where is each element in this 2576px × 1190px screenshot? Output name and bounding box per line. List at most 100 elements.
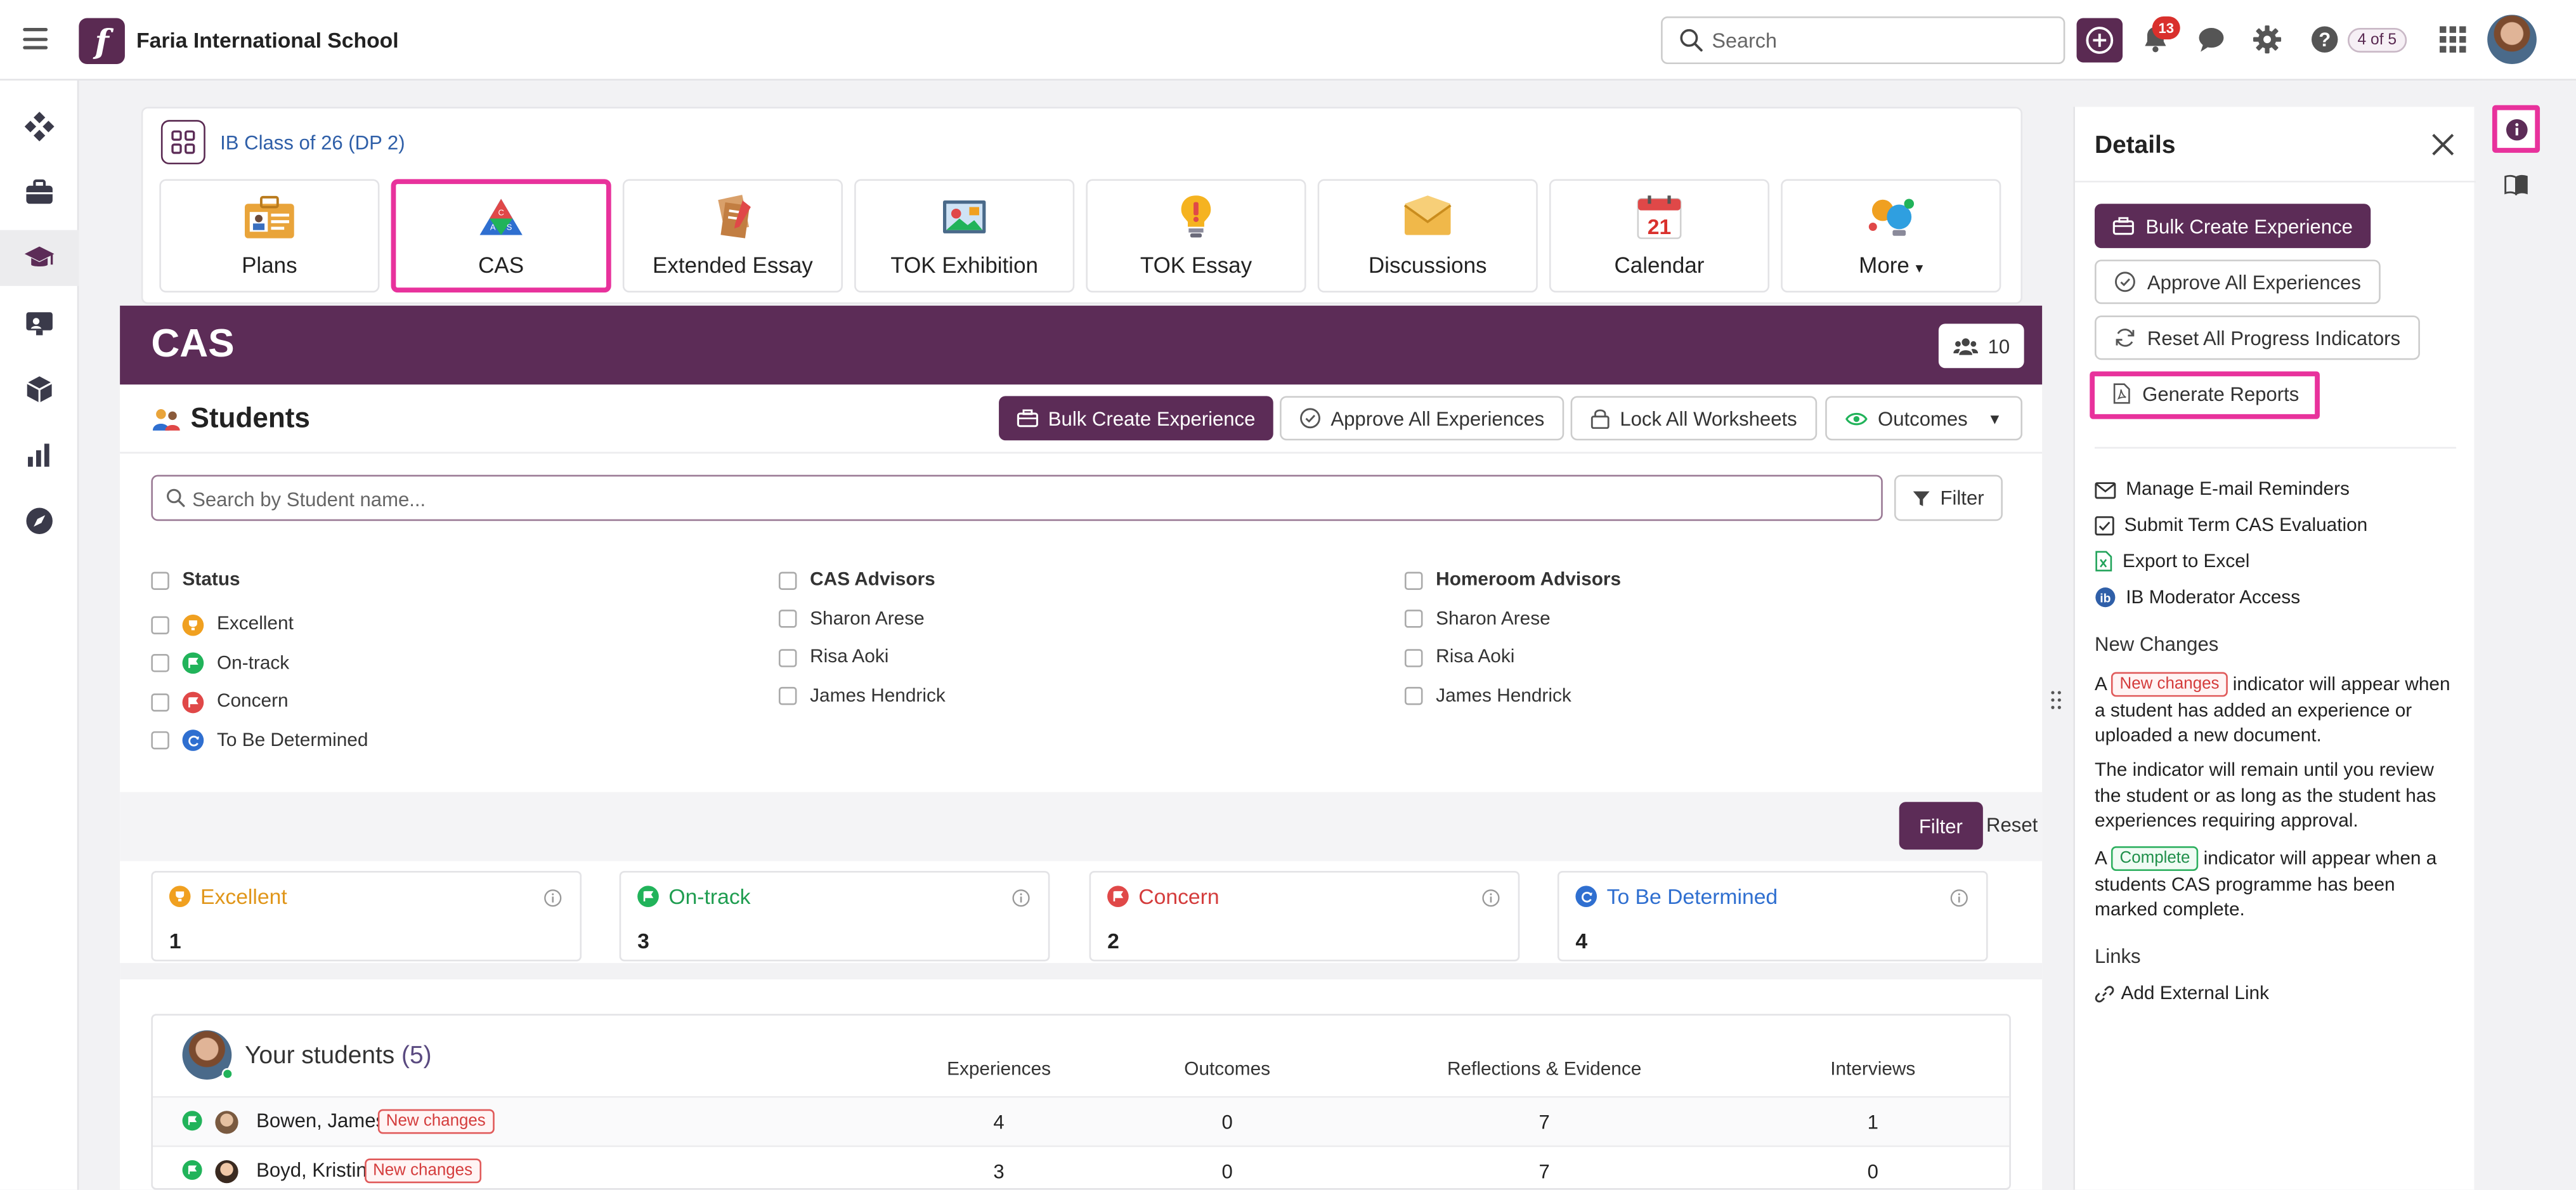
help-icon[interactable]: ? — [2308, 23, 2341, 56]
submit-term-cas-evaluation-link[interactable]: Submit Term CAS Evaluation — [2095, 516, 2367, 536]
filter-option-excellent[interactable]: Excellent — [151, 613, 368, 636]
nav-resources[interactable] — [0, 362, 79, 417]
checkbox[interactable] — [1404, 648, 1423, 667]
filter-option-homeroom[interactable]: Sharon Arese — [1404, 607, 1621, 630]
info-icon[interactable] — [543, 889, 562, 907]
global-search-input[interactable] — [1712, 24, 2041, 58]
checkbox[interactable] — [778, 648, 797, 667]
filter-option-to-be-determined[interactable]: To Be Determined — [151, 729, 368, 752]
chat-bubble-icon[interactable] — [2195, 23, 2228, 56]
details-approve-all-button[interactable]: Approve All Experiences — [2095, 259, 2381, 304]
lock-all-worksheets-button[interactable]: Lock All Worksheets — [1570, 396, 1817, 441]
info-panel-toggle[interactable] — [2492, 105, 2540, 153]
book-panel-toggle[interactable] — [2492, 162, 2540, 207]
info-icon[interactable] — [1482, 889, 1500, 907]
filter-option-on-track[interactable]: On-track — [151, 651, 368, 674]
manage-email-reminders-link[interactable]: Manage E-mail Reminders — [2095, 480, 2350, 500]
lightbulb-icon — [1181, 195, 1211, 238]
extended-essay-icon — [718, 195, 751, 239]
export-to-excel-link[interactable]: Export to Excel — [2095, 551, 2249, 572]
divider — [2095, 447, 2456, 449]
column-header-experiences[interactable]: Experiences — [947, 1059, 1051, 1080]
cas-advisors-filter-header[interactable]: CAS Advisors — [778, 568, 946, 591]
checkbox[interactable] — [1404, 610, 1423, 628]
ib-moderator-access-link[interactable]: ib IB Moderator Access — [2095, 587, 2300, 608]
checkbox[interactable] — [1404, 571, 1423, 589]
tab-discussions[interactable]: Discussions — [1317, 179, 1538, 293]
school-name[interactable]: Faria International School — [136, 28, 399, 53]
class-grid-icon[interactable] — [160, 120, 205, 165]
stat-card-on-track[interactable]: On-track 3 — [619, 871, 1050, 962]
table-row[interactable]: Boyd, Kristin New changes 3 0 7 0 — [152, 1145, 2010, 1188]
filter-option-advisor[interactable]: Risa Aoki — [778, 646, 946, 669]
member-count-button[interactable]: 10 — [1938, 324, 2025, 369]
column-header-interviews[interactable]: Interviews — [1830, 1059, 1916, 1080]
filter-option-homeroom[interactable]: James Hendrick — [1404, 684, 1621, 707]
tab-calendar[interactable]: 21 Calendar — [1549, 179, 1770, 293]
class-name-link[interactable]: IB Class of 26 (DP 2) — [220, 131, 405, 155]
student-name[interactable]: Boyd, Kristin — [256, 1158, 367, 1182]
new-changes-badge: New changes — [365, 1158, 481, 1184]
info-icon[interactable] — [1950, 889, 1968, 907]
column-header-reflections[interactable]: Reflections & Evidence — [1447, 1059, 1642, 1080]
student-name[interactable]: Bowen, James — [256, 1109, 386, 1132]
nav-presentation[interactable] — [0, 296, 79, 351]
bulk-create-experience-button[interactable]: Bulk Create Experience — [999, 396, 1273, 441]
stat-card-to-be-determined[interactable]: To Be Determined 4 — [1557, 871, 1988, 962]
info-icon[interactable] — [1012, 889, 1030, 907]
tab-more[interactable]: More ▾ — [1781, 179, 2001, 293]
apps-grid-icon[interactable] — [2436, 23, 2469, 56]
checkbox[interactable] — [151, 692, 169, 711]
nav-reports[interactable] — [0, 428, 79, 483]
filter-option-concern[interactable]: Concern — [151, 690, 368, 713]
student-search-input[interactable] — [192, 483, 1835, 514]
column-header-outcomes[interactable]: Outcomes — [1184, 1059, 1271, 1080]
apply-filter-button[interactable]: Filter — [1899, 802, 1983, 850]
user-avatar[interactable] — [2487, 15, 2537, 65]
create-button[interactable] — [2076, 18, 2123, 63]
reset-progress-indicators-button[interactable]: Reset All Progress Indicators — [2095, 315, 2421, 360]
tab-extended-essay[interactable]: Extended Essay — [622, 179, 843, 293]
nav-explore[interactable] — [0, 493, 79, 549]
gear-icon[interactable] — [2251, 23, 2284, 56]
table-row[interactable]: Bowen, James New changes 4 0 7 1 — [152, 1095, 2010, 1146]
filter-toggle-button[interactable]: Filter — [1894, 474, 2003, 521]
details-bulk-create-button[interactable]: Bulk Create Experience — [2095, 204, 2371, 249]
panel-resize-handle-icon[interactable] — [2050, 690, 2062, 710]
close-icon[interactable] — [2430, 131, 2456, 157]
student-search[interactable] — [151, 474, 1883, 521]
approve-all-experiences-button[interactable]: Approve All Experiences — [1280, 396, 1564, 441]
checkbox[interactable] — [151, 654, 169, 672]
refresh-icon — [1575, 886, 1597, 908]
filter-option-homeroom[interactable]: Risa Aoki — [1404, 646, 1621, 669]
filter-option-advisor[interactable]: James Hendrick — [778, 684, 946, 707]
global-search[interactable] — [1661, 16, 2065, 65]
checkbox[interactable] — [778, 571, 797, 589]
nav-dashboard[interactable] — [0, 98, 79, 154]
nav-briefcase[interactable] — [0, 164, 79, 220]
status-filter-header[interactable]: Status — [151, 568, 368, 591]
school-logo[interactable]: f — [79, 18, 125, 65]
stat-card-excellent[interactable]: Excellent 1 — [151, 871, 582, 962]
outcomes-dropdown[interactable]: Outcomes ▼ — [1825, 396, 2022, 441]
nav-classes[interactable] — [0, 230, 79, 286]
reset-filter-link[interactable]: Reset — [1986, 813, 2038, 837]
filter-option-advisor[interactable]: Sharon Arese — [778, 607, 946, 630]
checkbox[interactable] — [778, 686, 797, 705]
hamburger-menu-icon[interactable] — [23, 28, 48, 49]
add-external-link[interactable]: Add External Link — [2095, 984, 2269, 1004]
stat-card-concern[interactable]: Concern 2 — [1089, 871, 1520, 962]
tab-tok-exhibition[interactable]: TOK Exhibition — [854, 179, 1075, 293]
page-indicator[interactable]: 4 of 5 — [2347, 28, 2407, 53]
checkbox[interactable] — [151, 731, 169, 750]
homeroom-advisors-filter-header[interactable]: Homeroom Advisors — [1404, 568, 1621, 591]
checkbox[interactable] — [778, 610, 797, 628]
checkbox[interactable] — [151, 615, 169, 634]
checkbox[interactable] — [151, 571, 169, 589]
checkbox[interactable] — [1404, 686, 1423, 705]
generate-reports-button[interactable]: Generate Reports — [2095, 371, 2317, 416]
tab-plans[interactable]: Plans — [159, 179, 380, 293]
tab-tok-essay[interactable]: TOK Essay — [1086, 179, 1306, 293]
